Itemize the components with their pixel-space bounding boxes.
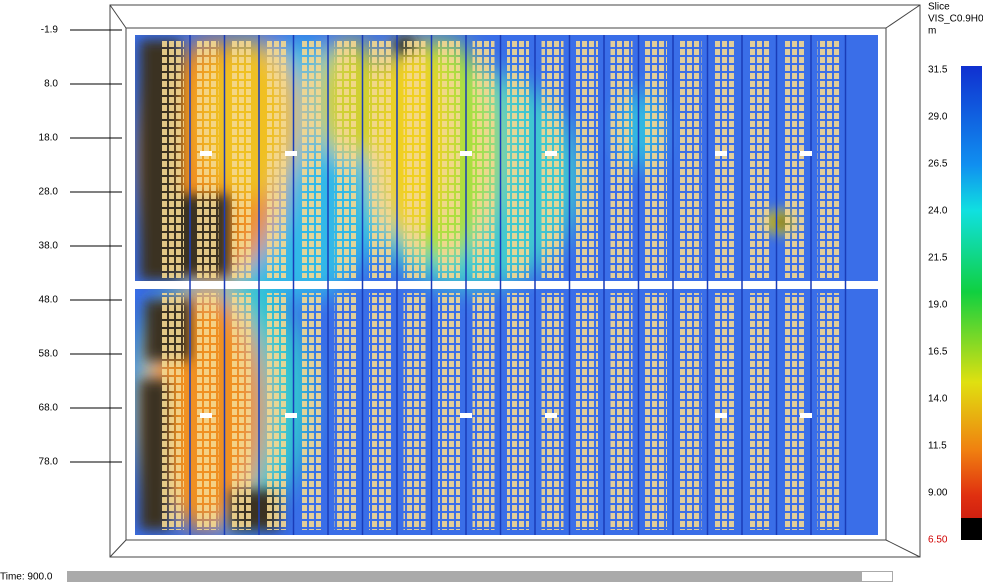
colorbar-label: 29.0 (928, 112, 948, 123)
rack (507, 293, 529, 530)
axis-label: 48.0 (39, 295, 59, 306)
rack (472, 40, 495, 278)
colorbar-unit: m (928, 26, 936, 37)
colorbar-label: 19.0 (928, 300, 948, 311)
colorbar-label: 26.5 (928, 159, 948, 170)
rack (472, 293, 495, 530)
rack (679, 293, 702, 530)
time-label: Time: 900.0 (0, 572, 53, 583)
domain-box (109, 4, 921, 558)
rack (438, 40, 460, 278)
rack (783, 293, 805, 530)
axis-label: 8.0 (44, 79, 58, 90)
axis-label: 38.0 (39, 241, 59, 252)
rack (610, 40, 633, 278)
axis-label: 58.0 (39, 349, 59, 360)
marker (800, 413, 812, 418)
rack (817, 293, 840, 530)
rack (645, 40, 667, 278)
marker (200, 151, 212, 156)
rack (196, 293, 219, 530)
colorbar-title: Slice (928, 2, 950, 13)
slice-field (135, 35, 878, 535)
colorbar-label: 6.50 (928, 535, 948, 546)
rack (507, 40, 529, 278)
rack (334, 293, 357, 530)
rack (541, 293, 564, 530)
axis-label: 68.0 (39, 403, 59, 414)
rack (334, 40, 357, 278)
rack (610, 293, 633, 530)
rack (783, 40, 805, 278)
rack (576, 293, 598, 530)
rack (817, 40, 840, 278)
rack (300, 40, 322, 278)
marker (460, 413, 472, 418)
axis-label: 78.0 (39, 457, 59, 468)
marker (715, 413, 727, 418)
rack (162, 293, 184, 530)
marker (285, 413, 297, 418)
colorbar-label: 24.0 (928, 206, 948, 217)
colorbar-swatch (961, 66, 982, 540)
rack (162, 40, 184, 278)
rack (300, 293, 322, 530)
rack (748, 40, 771, 278)
colorbar-label: 31.5 (928, 65, 948, 76)
rack (265, 40, 288, 278)
rack (403, 40, 426, 278)
colorbar-quantity: VIS_C0.9H0 (928, 14, 983, 25)
marker (460, 151, 472, 156)
marker (285, 151, 297, 156)
colorbar-label: 21.5 (928, 253, 948, 264)
rack (645, 293, 667, 530)
axis-label: 18.0 (39, 133, 59, 144)
rack (438, 293, 460, 530)
rack (265, 293, 288, 530)
rack (231, 293, 253, 530)
rack (679, 40, 702, 278)
rack (403, 293, 426, 530)
colorbar-label: 9.00 (928, 488, 948, 499)
colorbar-label: 14.0 (928, 394, 948, 405)
time-slider-remaining (862, 572, 892, 581)
marker (200, 413, 212, 418)
axis-label: 28.0 (39, 187, 59, 198)
marker (545, 151, 557, 156)
time-slider[interactable] (67, 571, 893, 582)
rack (231, 40, 253, 278)
axis-label: -1.9 (41, 25, 59, 36)
colorbar-label: 16.5 (928, 347, 948, 358)
rack (748, 293, 771, 530)
rack (196, 40, 219, 278)
rack (369, 40, 391, 278)
marker (715, 151, 727, 156)
rack (541, 40, 564, 278)
rack (714, 40, 736, 278)
rack (369, 293, 391, 530)
rack (576, 40, 598, 278)
colorbar-label: 11.5 (928, 441, 947, 452)
rack (714, 293, 736, 530)
marker (545, 413, 557, 418)
marker (800, 151, 812, 156)
